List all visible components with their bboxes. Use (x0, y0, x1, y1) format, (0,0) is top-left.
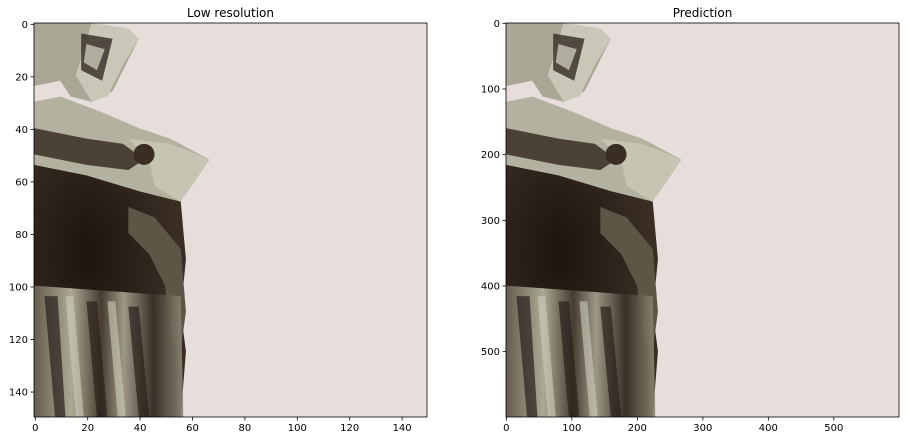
y-tick-label: 140 (9, 388, 28, 399)
y-tick-label: 20 (15, 72, 28, 83)
panel-title: Prediction (673, 6, 733, 20)
y-tick-label: 40 (15, 125, 28, 136)
panel-title: Low resolution (187, 6, 274, 20)
y-tick-label: 60 (15, 177, 28, 188)
y-tick-label: 200 (481, 150, 500, 161)
y-axis-ticks: 0 100 200 300 400 500 (481, 19, 506, 358)
x-tick-label: 100 (288, 423, 307, 434)
x-tick-label: 400 (759, 423, 778, 434)
low-resolution-image (34, 23, 427, 417)
x-tick-label: 500 (824, 423, 843, 434)
x-tick-label: 80 (239, 423, 252, 434)
y-tick-label: 300 (481, 216, 500, 227)
x-tick-label: 40 (134, 423, 147, 434)
y-tick-label: 500 (481, 347, 500, 358)
x-tick-label: 100 (562, 423, 581, 434)
y-tick-label: 120 (9, 335, 28, 346)
y-tick-label: 400 (481, 281, 500, 292)
x-tick-label: 20 (81, 423, 94, 434)
x-tick-label: 200 (628, 423, 647, 434)
x-tick-label: 300 (693, 423, 712, 434)
x-axis-ticks: 0 100 200 300 400 500 (503, 417, 843, 434)
prediction-panel: Prediction 0 100 200 300 400 500 0 100 200 300 40… (481, 6, 900, 434)
x-tick-label: 60 (186, 423, 199, 434)
x-axis-ticks: 0 20 40 60 80 100 120 140 (32, 417, 412, 434)
y-tick-label: 0 (22, 20, 28, 31)
y-tick-label: 100 (481, 84, 500, 95)
x-tick-label: 140 (393, 423, 412, 434)
y-tick-label: 80 (15, 230, 28, 241)
x-tick-label: 120 (340, 423, 359, 434)
y-axis-ticks: 0 20 40 60 80 100 120 140 (9, 20, 34, 399)
x-tick-label: 0 (503, 423, 509, 434)
low-resolution-panel: Low resolution 0 20 40 60 80 100 120 140 (9, 6, 428, 434)
x-tick-label: 0 (32, 423, 38, 434)
y-tick-label: 100 (9, 282, 28, 293)
y-tick-label: 0 (494, 19, 500, 30)
prediction-image (506, 23, 899, 417)
